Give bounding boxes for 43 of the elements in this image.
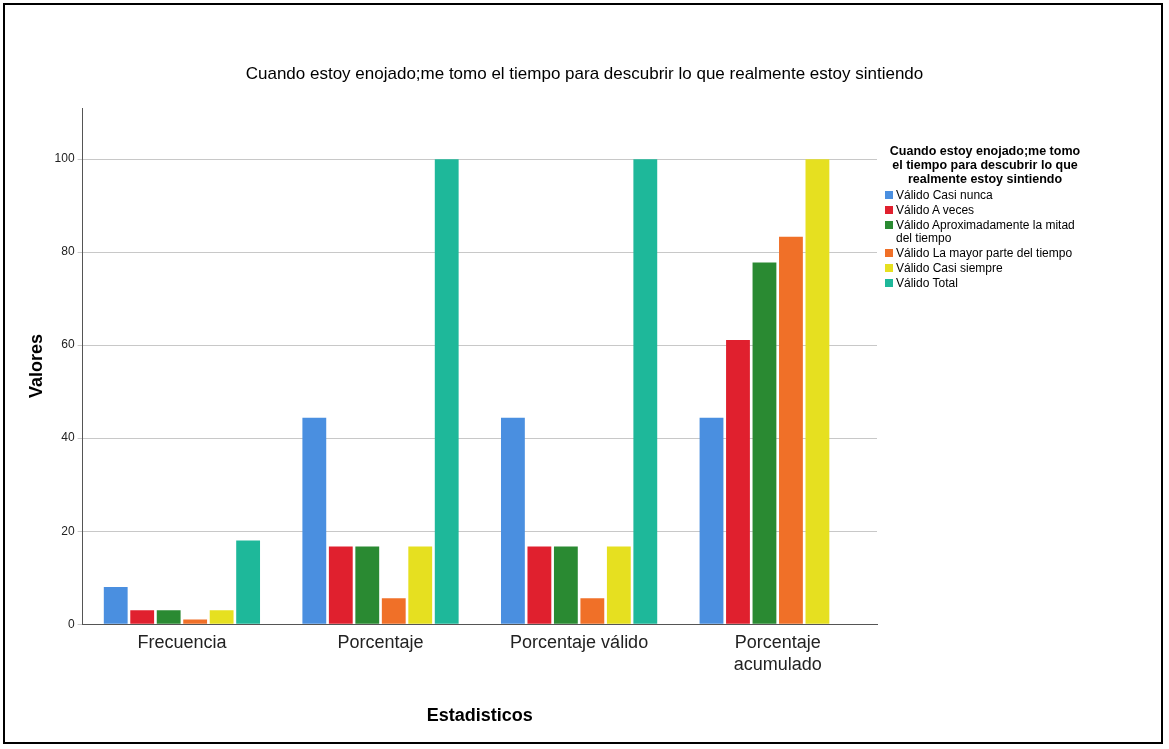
bar <box>103 587 128 624</box>
x-tick-label: Frecuencia <box>137 631 228 652</box>
legend-label: Válido Total <box>896 276 958 290</box>
chart-title: Cuando estoy enojado;me tomo el tiempo para descubrir lo que realmente estoy sintiendo <box>244 64 925 84</box>
x-axis-title: Estadisticos <box>426 705 533 726</box>
bar <box>580 598 605 624</box>
bar <box>527 546 552 624</box>
bar <box>633 159 658 624</box>
bar <box>236 540 261 624</box>
bar <box>726 340 750 624</box>
y-tick-label: 60 <box>61 337 75 352</box>
x-tick-label: Porcentaje válido <box>510 631 649 652</box>
bar <box>779 236 803 624</box>
bar <box>805 159 830 624</box>
legend-title: Cuando estoy enojado;me tomo el tiempo para descubrir lo que realmente estoy sintiendo <box>888 144 1082 186</box>
bar <box>156 610 181 624</box>
bar <box>183 619 208 624</box>
bar <box>434 159 459 624</box>
legend-label: Válido Aproximadamente la mitad del tiempo <box>896 218 1076 245</box>
bar <box>130 610 155 624</box>
y-tick-label: 0 <box>67 616 75 631</box>
bar <box>699 417 724 624</box>
bar <box>355 546 380 624</box>
y-tick-label: 80 <box>61 244 75 259</box>
legend-label: Válido Casi siempre <box>896 261 1003 275</box>
y-axis-title: Valores <box>25 334 46 399</box>
legend-label: Válido Casi nunca <box>896 188 993 202</box>
x-tick-label: Porcentaje <box>337 631 424 652</box>
y-tick-label: 40 <box>61 430 75 445</box>
bar <box>381 598 406 624</box>
y-tick-label: 100 <box>54 151 75 166</box>
bar <box>500 417 525 624</box>
y-tick-label: 20 <box>61 523 75 538</box>
bar <box>328 546 353 624</box>
legend-label: Válido La mayor parte del tiempo <box>896 246 1073 260</box>
legend-label: Válido A veces <box>896 203 975 217</box>
bar <box>209 610 234 624</box>
bar <box>606 546 631 624</box>
bar <box>408 546 433 624</box>
bar <box>752 262 777 624</box>
bar <box>302 417 327 624</box>
x-tick-label: Porcentaje acumulado <box>733 631 822 674</box>
bar <box>553 546 578 624</box>
